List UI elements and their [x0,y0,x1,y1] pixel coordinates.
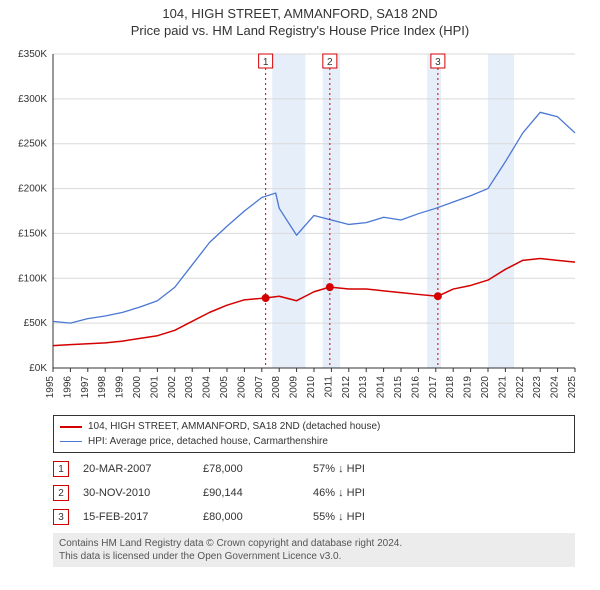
table-row: 2 30-NOV-2010£90,14446% ↓ HPI [53,485,575,501]
svg-text:2004: 2004 [202,376,213,399]
svg-text:2012: 2012 [341,376,352,399]
attribution-line: This data is licensed under the Open Gov… [59,550,569,563]
chart-container: 104, HIGH STREET, AMMANFORD, SA18 2ND Pr… [0,0,600,567]
svg-text:2021: 2021 [497,376,508,399]
svg-text:2025: 2025 [567,376,578,399]
legend-item: 104, HIGH STREET, AMMANFORD, SA18 2ND (d… [60,419,568,434]
svg-text:1996: 1996 [62,376,73,399]
table-cell-price: £90,144 [203,487,313,499]
table-cell-price: £78,000 [203,463,313,475]
attribution: Contains HM Land Registry data © Crown c… [53,533,575,567]
svg-text:2018: 2018 [445,376,456,399]
attribution-line: Contains HM Land Registry data © Crown c… [59,537,569,550]
svg-text:2020: 2020 [480,376,491,399]
svg-text:£350K: £350K [18,49,47,60]
svg-text:2017: 2017 [428,376,439,399]
svg-text:2023: 2023 [532,376,543,399]
svg-text:£0K: £0K [29,363,47,374]
svg-text:2001: 2001 [149,376,160,399]
svg-text:£250K: £250K [18,139,47,150]
table-row: 3 15-FEB-2017£80,00055% ↓ HPI [53,509,575,525]
svg-text:1995: 1995 [45,376,56,399]
legend-label: HPI: Average price, detached house, Carm… [88,434,328,449]
svg-text:2000: 2000 [132,376,143,399]
table-cell-date: 30-NOV-2010 [83,487,203,499]
svg-text:2010: 2010 [306,376,317,399]
table-cell-date: 20-MAR-2007 [83,463,203,475]
table-cell-date: 15-FEB-2017 [83,511,203,523]
legend-swatch [60,441,82,442]
svg-text:1998: 1998 [97,376,108,399]
line-chart: £0K £50K £100K £150K £200K £250K £300K £350K 199… [10,46,590,406]
table-cell-delta: 46% ↓ HPI [313,487,433,499]
table-cell-price: £80,000 [203,511,313,523]
svg-text:£100K: £100K [18,273,47,284]
svg-text:2016: 2016 [410,376,421,399]
svg-text:2011: 2011 [323,376,334,398]
svg-text:2: 2 [327,57,333,68]
svg-text:2005: 2005 [219,376,230,399]
table-cell-delta: 57% ↓ HPI [313,463,433,475]
svg-text:2002: 2002 [167,376,178,399]
marker-badge: 1 [53,461,69,477]
table-row: 1 20-MAR-2007£78,00057% ↓ HPI [53,461,575,477]
chart-subtitle: Price paid vs. HM Land Registry's House … [0,23,600,38]
chart-titles: 104, HIGH STREET, AMMANFORD, SA18 2ND Pr… [0,0,600,38]
svg-text:£200K: £200K [18,184,47,195]
legend-item: HPI: Average price, detached house, Carm… [60,434,568,449]
legend-label: 104, HIGH STREET, AMMANFORD, SA18 2ND (d… [88,419,380,434]
table-cell-delta: 55% ↓ HPI [313,511,433,523]
marker-table: 1 20-MAR-2007£78,00057% ↓ HPI 2 30-NOV-2010… [53,461,575,525]
svg-text:2024: 2024 [550,376,561,399]
legend: 104, HIGH STREET, AMMANFORD, SA18 2ND (d… [53,415,575,453]
svg-text:1: 1 [263,57,269,68]
svg-text:2014: 2014 [376,376,387,399]
svg-text:£150K: £150K [18,228,47,239]
plot-area: £0K £50K £100K £150K £200K £250K £300K £350K 199… [10,46,590,411]
svg-text:£50K: £50K [24,318,48,329]
marker-badge: 3 [53,509,69,525]
svg-text:2022: 2022 [515,376,526,399]
svg-text:2006: 2006 [236,376,247,399]
svg-text:1997: 1997 [80,376,91,399]
svg-text:£300K: £300K [18,94,47,105]
chart-title: 104, HIGH STREET, AMMANFORD, SA18 2ND [0,6,600,21]
svg-text:2009: 2009 [289,376,300,399]
svg-text:2015: 2015 [393,376,404,399]
svg-text:1999: 1999 [115,376,126,399]
marker-badge: 2 [53,485,69,501]
svg-text:2003: 2003 [184,376,195,399]
svg-text:2007: 2007 [254,376,265,399]
svg-text:2008: 2008 [271,376,282,399]
svg-text:3: 3 [435,57,441,68]
svg-text:2019: 2019 [463,376,474,399]
svg-text:2013: 2013 [358,376,369,399]
legend-swatch [60,426,82,428]
